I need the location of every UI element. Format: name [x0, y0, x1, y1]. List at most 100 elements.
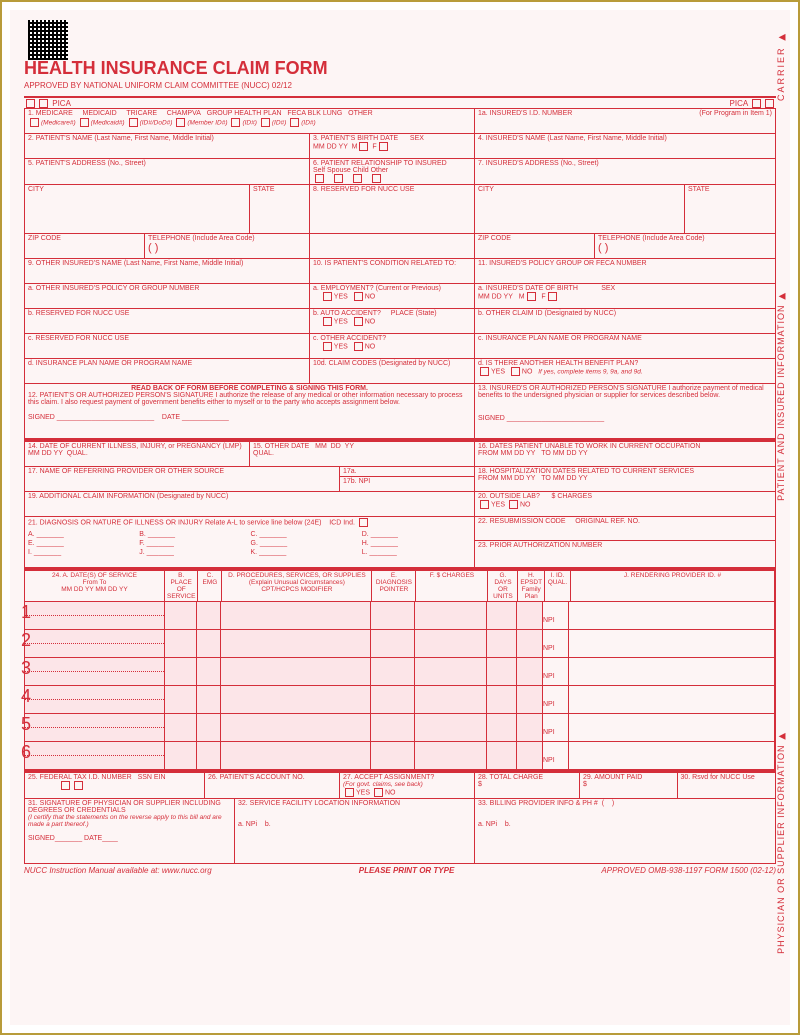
f20: 20. OUTSIDE LAB?	[478, 493, 540, 500]
f11a: a. INSURED'S DATE OF BIRTH	[478, 285, 578, 292]
f11d: d. IS THERE ANOTHER HEALTH BENEFIT PLAN?	[478, 360, 638, 367]
f14: 14. DATE OF CURRENT ILLNESS, INJURY, or …	[28, 443, 242, 450]
f11c: c. INSURANCE PLAN NAME OR PROGRAM NAME	[478, 335, 642, 342]
f3: 3. PATIENT'S BIRTH DATE	[313, 135, 398, 142]
pica-left: PICA	[52, 99, 71, 108]
f1a: 1a. INSURED'S I.D. NUMBER	[478, 110, 572, 117]
f32: 32. SERVICE FACILITY LOCATION INFORMATIO…	[238, 800, 400, 807]
f7: 7. INSURED'S ADDRESS (No., Street)	[478, 160, 599, 167]
supplier-info-tab: PHYSICIAN OR SUPPLIER INFORMATION ▶	[776, 730, 786, 954]
f10: 10. IS PATIENT'S CONDITION RELATED TO:	[313, 260, 456, 267]
service-row-3[interactable]: 3NPI	[25, 658, 775, 686]
f26: 26. PATIENT'S ACCOUNT NO.	[208, 774, 305, 781]
patient-info-tab: PATIENT AND INSURED INFORMATION ▶	[776, 290, 786, 501]
cb-tricare[interactable]	[129, 118, 138, 127]
f17: 17. NAME OF REFERRING PROVIDER OR OTHER …	[28, 468, 224, 475]
form-title: HEALTH INSURANCE CLAIM FORM	[24, 58, 776, 79]
f17a: 17a.	[343, 468, 357, 475]
readback: READ BACK OF FORM BEFORE COMPLETING & SI…	[28, 385, 471, 392]
cb-medicare[interactable]	[30, 118, 39, 127]
cb-10b-yes[interactable]	[323, 317, 332, 326]
f13: 13. INSURED'S OR AUTHORIZED PERSON'S SIG…	[478, 385, 772, 399]
cb-ssn[interactable]	[61, 781, 70, 790]
f28: 28. TOTAL CHARGE	[478, 774, 543, 781]
f17b: 17b. NPI	[343, 478, 370, 485]
zip-5: ZIP CODE	[28, 235, 61, 242]
form-subtitle: APPROVED BY NATIONAL UNIFORM CLAIM COMMI…	[24, 81, 776, 90]
cb-27-no[interactable]	[374, 788, 383, 797]
zip-7: ZIP CODE	[478, 235, 511, 242]
f22: 22. RESUBMISSION CODE	[478, 518, 566, 525]
cb-11a-f[interactable]	[548, 292, 557, 301]
cb-other[interactable]	[290, 118, 299, 127]
cb-feca[interactable]	[261, 118, 270, 127]
opt-tricare: TRICARE	[126, 110, 157, 117]
f8: 8. RESERVED FOR NUCC USE	[313, 186, 414, 193]
f23: 23. PRIOR AUTHORIZATION NUMBER	[478, 542, 602, 549]
cb-spouse[interactable]	[334, 174, 343, 183]
cb-11d-yes[interactable]	[480, 367, 489, 376]
f1a-hint: (For Program in Item 1)	[699, 110, 772, 117]
f10d: 10d. CLAIM CODES (Designated by NUCC)	[313, 360, 450, 367]
cb-20-no[interactable]	[509, 500, 518, 509]
service-row-4[interactable]: 4NPI	[25, 686, 775, 714]
f9b: b. RESERVED FOR NUCC USE	[28, 310, 129, 317]
f33: 33. BILLING PROVIDER INFO & PH #	[478, 800, 598, 807]
f31: 31. SIGNATURE OF PHYSICIAN OR SUPPLIER I…	[28, 800, 221, 814]
cb-11d-no[interactable]	[511, 367, 520, 376]
f16: 16. DATES PATIENT UNABLE TO WORK IN CURR…	[478, 443, 700, 450]
footer-right: APPROVED OMB-938-1197 FORM 1500 (02-12)	[601, 866, 776, 875]
cb-11a-m[interactable]	[527, 292, 536, 301]
opt-medicaid: MEDICAID	[82, 110, 116, 117]
f9d: d. INSURANCE PLAN NAME OR PROGRAM NAME	[28, 360, 192, 367]
tel-5: TELEPHONE (Include Area Code)	[148, 235, 255, 242]
cb-10b-no[interactable]	[354, 317, 363, 326]
cb-10a-no[interactable]	[354, 292, 363, 301]
opt-feca: FECA BLK LUNG	[287, 110, 342, 117]
cb-sex-m[interactable]	[359, 142, 368, 151]
cb-champva[interactable]	[176, 118, 185, 127]
f25: 25. FEDERAL TAX I.D. NUMBER	[28, 774, 132, 781]
f6: 6. PATIENT RELATIONSHIP TO INSURED	[313, 160, 447, 167]
footer-left: NUCC Instruction Manual available at: ww…	[24, 866, 212, 875]
state-7: STATE	[688, 186, 710, 193]
city-5: CITY	[28, 186, 44, 193]
cb-group[interactable]	[231, 118, 240, 127]
f9c: c. RESERVED FOR NUCC USE	[28, 335, 129, 342]
cb-medicaid[interactable]	[80, 118, 89, 127]
f4: 4. INSURED'S NAME (Last Name, First Name…	[478, 135, 667, 142]
f10b: b. AUTO ACCIDENT?	[313, 310, 381, 317]
f18: 18. HOSPITALIZATION DATES RELATED TO CUR…	[478, 468, 694, 475]
f15: 15. OTHER DATE	[253, 443, 309, 450]
cb-self[interactable]	[315, 174, 324, 183]
service-row-6[interactable]: 6NPI	[25, 742, 775, 770]
f19: 19. ADDITIONAL CLAIM INFORMATION (Design…	[28, 493, 228, 500]
service-row-1[interactable]: 1NPI	[25, 602, 775, 630]
carrier-tab: CARRIER ▶	[776, 30, 786, 101]
cb-10c-yes[interactable]	[323, 342, 332, 351]
f12: 12. PATIENT'S OR AUTHORIZED PERSON'S SIG…	[28, 392, 471, 406]
cb-27-yes[interactable]	[345, 788, 354, 797]
f10a: a. EMPLOYMENT? (Current or Previous)	[313, 285, 441, 292]
qr-code	[28, 20, 68, 60]
f21: 21. DIAGNOSIS OR NATURE OF ILLNESS OR IN…	[28, 520, 321, 527]
cb-10c-no[interactable]	[354, 342, 363, 351]
opt-champva: CHAMPVA	[167, 110, 201, 117]
cb-20-yes[interactable]	[480, 500, 489, 509]
opt-medicare: MEDICARE	[36, 110, 73, 117]
f10c: c. OTHER ACCIDENT?	[313, 335, 386, 342]
f9: 9. OTHER INSURED'S NAME (Last Name, Firs…	[28, 260, 243, 267]
cb-rel-other[interactable]	[372, 174, 381, 183]
tel-7: TELEPHONE (Include Area Code)	[598, 235, 705, 242]
cb-10a-yes[interactable]	[323, 292, 332, 301]
cb-child[interactable]	[353, 174, 362, 183]
service-row-5[interactable]: 5NPI	[25, 714, 775, 742]
cb-sex-f[interactable]	[379, 142, 388, 151]
f29: 29. AMOUNT PAID	[583, 774, 642, 781]
cb-ein[interactable]	[74, 781, 83, 790]
pica-right: PICA	[730, 99, 748, 108]
city-7: CITY	[478, 186, 494, 193]
state-5: STATE	[253, 186, 275, 193]
service-row-2[interactable]: 2NPI	[25, 630, 775, 658]
f5: 5. PATIENT'S ADDRESS (No., Street)	[28, 160, 146, 167]
